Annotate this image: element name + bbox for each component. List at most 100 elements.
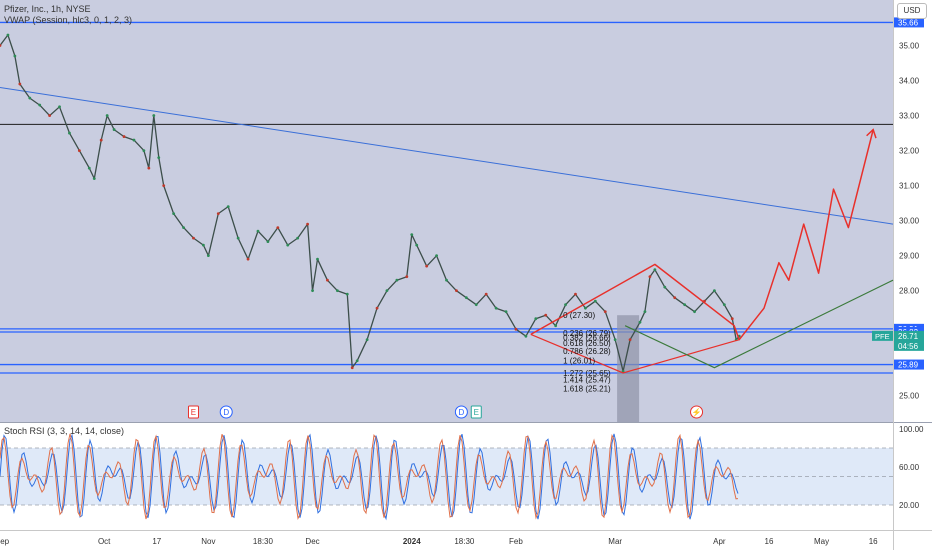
fib-level-label: 0 (27.30) <box>563 311 595 320</box>
price-point <box>38 103 42 107</box>
price-point <box>730 317 734 321</box>
price-point <box>202 243 205 247</box>
price-axis-tick: 30.00 <box>899 217 920 226</box>
price-point <box>410 233 414 237</box>
price-point <box>172 212 176 216</box>
price-point <box>375 306 379 310</box>
time-axis-tick: May <box>814 537 829 546</box>
price-point <box>28 96 32 100</box>
fib-level-label: 0.382 (26.66) <box>563 334 611 343</box>
earnings-marker[interactable] <box>470 405 482 419</box>
fib-level-label: 0.618 (26.50) <box>563 339 611 348</box>
price-point <box>276 226 280 230</box>
price-point <box>593 299 597 303</box>
price-point <box>182 226 185 230</box>
price-point <box>13 54 17 58</box>
time-axis-tick: 2024 <box>403 537 421 546</box>
price-point <box>395 278 399 282</box>
price-point <box>206 254 210 258</box>
price-point <box>112 128 116 131</box>
price-point <box>494 306 498 310</box>
vwap-legend[interactable]: VWAP (Session, hlc3, 0, 1, 2, 3) <box>4 15 133 25</box>
price-point <box>68 131 71 135</box>
price-point <box>663 285 667 289</box>
price-point <box>6 33 10 37</box>
price-point <box>236 236 240 240</box>
price-point <box>564 303 567 307</box>
price-point <box>621 369 625 373</box>
stoch-rsi-k-line <box>0 433 739 521</box>
event-marker-label: D <box>223 408 229 417</box>
price-label-badge[interactable] <box>894 359 924 370</box>
rsi-axis-tick: 100.00 <box>899 425 924 434</box>
time-axis-tick: 16 <box>869 537 878 546</box>
price-point <box>306 222 309 226</box>
price-point <box>653 268 657 272</box>
descending-trendline[interactable] <box>0 87 894 225</box>
price-point <box>216 212 220 216</box>
price-point <box>544 313 548 317</box>
price-axis-tick: 25.00 <box>899 392 920 401</box>
price-point <box>643 310 647 314</box>
price-axis-tick: 32.00 <box>899 147 920 156</box>
price-point <box>673 296 677 300</box>
price-point <box>464 296 468 300</box>
event-marker[interactable] <box>690 405 704 419</box>
price-point <box>122 135 126 138</box>
projection-path[interactable] <box>530 129 874 341</box>
event-marker-label: E <box>191 408 196 417</box>
price-point <box>474 303 478 307</box>
price-axis-tick: 33.00 <box>899 112 920 121</box>
pattern-triangle[interactable] <box>530 333 740 374</box>
price-point <box>722 303 726 307</box>
rsi-legend[interactable]: Stoch RSI (3, 3, 14, 14, close) <box>4 426 125 436</box>
price-point <box>345 292 349 296</box>
price-point <box>192 236 195 240</box>
time-axis-tick: 18:30 <box>454 537 475 546</box>
price-point <box>132 138 136 142</box>
rsi-axis-tick: 60.00 <box>899 463 920 472</box>
symbol-legend[interactable]: Pfizer, Inc., 1h, NYSE <box>4 4 91 14</box>
price-point <box>311 289 314 293</box>
time-axis-tick: Nov <box>201 537 215 546</box>
time-axis-tick: 17 <box>152 537 161 546</box>
price-point <box>415 243 419 247</box>
price-point <box>335 289 339 293</box>
price-label-badge[interactable] <box>894 330 924 351</box>
price-point <box>350 366 354 370</box>
price-label: 26.71 <box>898 332 919 341</box>
time-axis-tick: 18:30 <box>253 537 274 546</box>
price-point <box>105 114 109 117</box>
fib-level-label: 1.414 (25.47) <box>563 375 611 384</box>
currency-button[interactable]: USD <box>897 3 927 19</box>
earnings-marker[interactable] <box>187 405 199 419</box>
price-point <box>256 229 260 233</box>
projection-arrowhead <box>866 128 877 139</box>
price-point <box>534 317 538 321</box>
time-axis-tick: Apr <box>713 537 726 546</box>
symbol-tag-badge[interactable] <box>872 330 893 341</box>
stoch-rsi-d-line <box>0 433 739 520</box>
price-countdown: 04:56 <box>898 342 919 351</box>
price-point <box>425 264 429 268</box>
fib-level-label: 1.272 (25.65) <box>563 369 611 378</box>
price-point <box>435 254 438 258</box>
price-point <box>18 82 22 86</box>
event-marker[interactable] <box>219 405 233 419</box>
price-point <box>58 105 61 109</box>
price-point <box>296 236 300 240</box>
event-marker[interactable] <box>454 405 468 419</box>
green-path[interactable] <box>624 279 894 369</box>
price-point <box>554 324 558 328</box>
time-axis-tick: 16 <box>765 537 774 546</box>
fib-level-label: 1 (26.01) <box>563 356 595 365</box>
event-marker-label: D <box>458 408 464 417</box>
price-point <box>405 275 409 279</box>
price-label-badge[interactable] <box>894 17 924 28</box>
price-point <box>693 310 696 314</box>
price-point <box>87 166 91 170</box>
time-axis-tick: Oct <box>98 537 111 546</box>
symbol-tag: PFE <box>875 332 890 341</box>
price-label: 35.66 <box>898 18 919 27</box>
